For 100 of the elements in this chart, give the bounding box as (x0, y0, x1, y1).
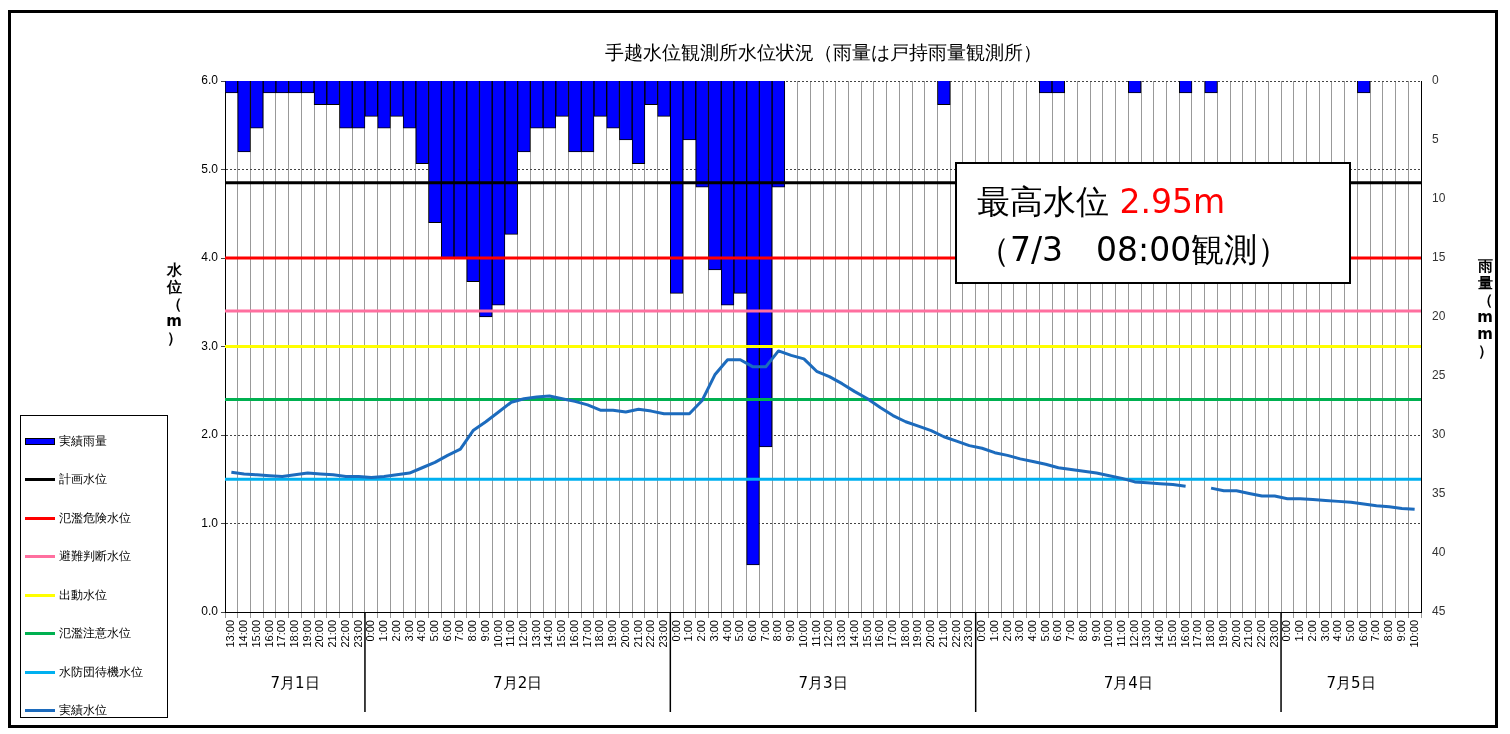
x-tick-label: 5:00 (427, 620, 440, 642)
x-tick-label: 20:00 (924, 620, 937, 648)
legend-label: 氾濫危険水位 (59, 509, 131, 527)
x-tick-label: 2:00 (1000, 620, 1013, 642)
x-tick-label: 4:00 (720, 620, 733, 642)
x-tick-label: 13:00 (529, 620, 542, 648)
x-tick-label: 12:00 (1127, 620, 1140, 648)
x-tick-label: 19:00 (1216, 620, 1229, 648)
x-tick-label: 23:00 (1267, 620, 1280, 648)
x-tick-label: 8:00 (771, 620, 784, 642)
y-tick-label: 1.0 (201, 515, 219, 530)
x-tick-label: 16:00 (262, 620, 275, 648)
y-tick-label: 4.0 (201, 250, 219, 265)
x-tick-label: 21:00 (326, 620, 339, 648)
x-tick-label: 9:00 (478, 620, 491, 642)
y2-tick-label: 30 (1432, 427, 1446, 442)
x-tick-label: 4:00 (415, 620, 428, 642)
x-tick-label: 14:00 (542, 620, 555, 648)
x-tick-label: 17:00 (580, 620, 593, 648)
x-tick-label: 10:00 (796, 620, 809, 648)
x-tick-label: 2:00 (389, 620, 402, 642)
x-tick-label: 14:00 (1153, 620, 1166, 648)
x-tick-label: 19:00 (606, 620, 619, 648)
text: 7月3日 (798, 673, 848, 692)
x-tick-label: 7:00 (1369, 620, 1382, 642)
x-tick-label: 17:00 (275, 620, 288, 648)
x-tick-label: 2:00 (695, 620, 708, 642)
y2-tick-label: 15 (1432, 250, 1446, 265)
x-tick-label: 3:00 (1318, 620, 1331, 642)
x-tick-label: 6:00 (1356, 620, 1369, 642)
x-tick-label: 12:00 (517, 620, 530, 648)
x-tick-label: 1:00 (987, 620, 1000, 642)
y2-axis-title: 雨量（mm） (1476, 257, 1494, 360)
x-tick-label: 11:00 (504, 620, 517, 647)
x-tick-label: 13:00 (224, 620, 237, 648)
x-tick-label: 5:00 (1038, 620, 1051, 642)
x-tick-label: 4:00 (1331, 620, 1344, 642)
x-tick-label: 22:00 (1254, 620, 1267, 648)
x-tick-label: 16:00 (567, 620, 580, 648)
x-tick-label: 15:00 (860, 620, 873, 648)
x-tick-label: 20:00 (618, 620, 631, 648)
x-tick-label: 16:00 (873, 620, 886, 648)
x-tick-label: 0:00 (669, 620, 682, 642)
x-tick-label: 15:00 (1165, 620, 1178, 648)
x-tick-label: 13:00 (835, 620, 848, 648)
x-tick-label: 14:00 (847, 620, 860, 648)
x-tick-label: 15:00 (555, 620, 568, 648)
y2-tick-label: 20 (1432, 309, 1446, 324)
y2-tick-label: 5 (1432, 132, 1439, 147)
x-tick-label: 23:00 (962, 620, 975, 648)
x-tick-label: 18:00 (593, 620, 606, 648)
legend-label: 計画水位 (59, 471, 107, 489)
x-tick-label: 10:00 (491, 620, 504, 648)
text: 7月2日 (493, 673, 543, 692)
x-tick-label: 11:00 (809, 620, 822, 647)
legend-label: 出動水位 (59, 586, 107, 604)
y-tick-label: 3.0 (201, 338, 219, 353)
chart-title: 手越水位観測所水位状況（雨量は戸持雨量観測所） (603, 40, 1043, 65)
x-tick-label: 23:00 (656, 620, 669, 648)
text: 7月5日 (1326, 673, 1376, 692)
x-tick-label: 12:00 (822, 620, 835, 648)
y-axis-title: 水位（m） (165, 261, 183, 347)
x-tick-label: 8:00 (466, 620, 479, 642)
x-tick-label: 22:00 (949, 620, 962, 648)
x-tick-label: 19:00 (300, 620, 313, 648)
x-tick-label: 18:00 (1204, 620, 1217, 648)
x-tick-label: 18:00 (898, 620, 911, 648)
x-tick-label: 8:00 (1076, 620, 1089, 642)
x-tick-label: 3:00 (1013, 620, 1026, 642)
y-tick-label: 0.0 (201, 604, 219, 619)
y2-tick-label: 35 (1432, 486, 1446, 501)
x-tick-label: 17:00 (886, 620, 899, 648)
legend-label: 避難判断水位 (59, 548, 131, 566)
x-tick-label: 20:00 (1229, 620, 1242, 648)
y-tick-label: 6.0 (201, 73, 219, 88)
x-tick-label: 22:00 (644, 620, 657, 648)
x-tick-label: 3:00 (707, 620, 720, 642)
x-tick-label: 6:00 (1051, 620, 1064, 642)
x-tick-label: 4:00 (1025, 620, 1038, 642)
y-tick-label: 5.0 (201, 161, 219, 176)
x-tick-label: 5:00 (733, 620, 746, 642)
x-tick-label: 20:00 (313, 620, 326, 648)
legend-label: 実績雨量 (59, 432, 107, 450)
x-tick-label: 9:00 (1394, 620, 1407, 642)
x-tick-label: 14:00 (237, 620, 250, 648)
y2-tick-label: 40 (1432, 545, 1446, 560)
x-tick-label: 10:00 (1102, 620, 1115, 648)
x-tick-label: 1:00 (682, 620, 695, 642)
x-tick-label: 7:00 (758, 620, 771, 642)
x-tick-label: 23:00 (351, 620, 364, 648)
x-tick-label: 0:00 (975, 620, 988, 642)
legend-label: 氾濫注意水位 (59, 625, 131, 643)
y2-tick-label: 10 (1432, 191, 1446, 206)
x-tick-label: 19:00 (911, 620, 924, 648)
x-tick-label: 21:00 (1242, 620, 1255, 648)
annotation: （7/3 08:00観測） (977, 229, 1292, 271)
x-tick-label: 7:00 (453, 620, 466, 642)
text: 7月1日 (270, 673, 320, 692)
x-tick-label: 3:00 (402, 620, 415, 642)
x-tick-label: 15:00 (249, 620, 262, 648)
